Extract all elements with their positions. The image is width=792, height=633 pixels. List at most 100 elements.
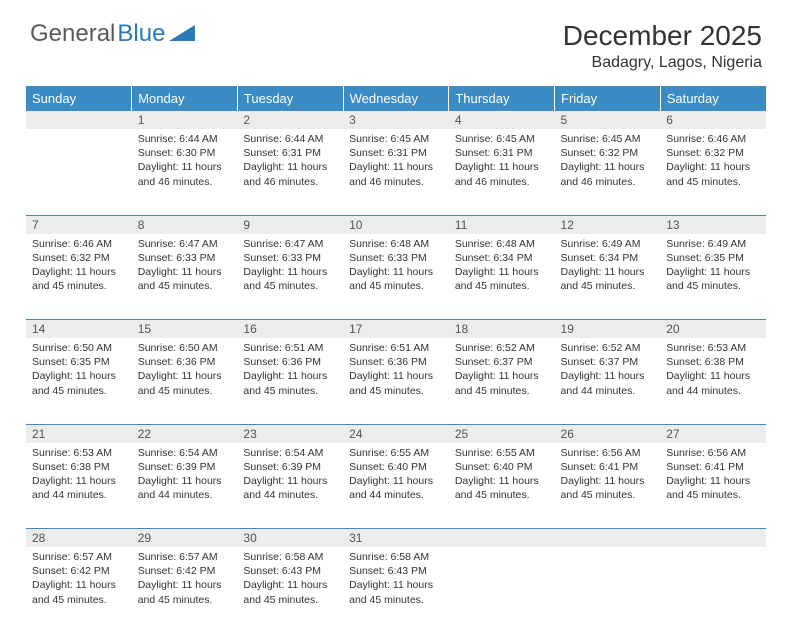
day-cell: Sunrise: 6:47 AMSunset: 6:33 PMDaylight:… <box>132 234 238 320</box>
day-details: Sunrise: 6:51 AMSunset: 6:36 PMDaylight:… <box>237 338 343 402</box>
day-number: 7 <box>26 215 132 234</box>
logo: General Blue <box>30 20 195 48</box>
day-cell: Sunrise: 6:52 AMSunset: 6:37 PMDaylight:… <box>555 338 661 424</box>
day-header: Sunday <box>26 86 132 111</box>
day-details: Sunrise: 6:50 AMSunset: 6:35 PMDaylight:… <box>26 338 132 402</box>
day-number: 22 <box>132 424 238 443</box>
day-header: Friday <box>555 86 661 111</box>
logo-text-blue: Blue <box>117 20 165 48</box>
day-number: 11 <box>449 215 555 234</box>
day-number <box>449 529 555 548</box>
day-header-row: Sunday Monday Tuesday Wednesday Thursday… <box>26 86 766 111</box>
triangle-icon <box>169 23 195 46</box>
day-details: Sunrise: 6:44 AMSunset: 6:31 PMDaylight:… <box>237 129 343 193</box>
day-cell: Sunrise: 6:51 AMSunset: 6:36 PMDaylight:… <box>343 338 449 424</box>
title-block: December 2025 Badagry, Lagos, Nigeria <box>563 20 762 72</box>
day-cell: Sunrise: 6:45 AMSunset: 6:31 PMDaylight:… <box>449 129 555 215</box>
week-row: Sunrise: 6:57 AMSunset: 6:42 PMDaylight:… <box>26 547 766 633</box>
day-details: Sunrise: 6:46 AMSunset: 6:32 PMDaylight:… <box>660 129 766 193</box>
page-title: December 2025 <box>563 20 762 52</box>
day-number: 14 <box>26 320 132 339</box>
day-details: Sunrise: 6:55 AMSunset: 6:40 PMDaylight:… <box>343 443 449 507</box>
day-cell: Sunrise: 6:56 AMSunset: 6:41 PMDaylight:… <box>555 443 661 529</box>
day-details: Sunrise: 6:48 AMSunset: 6:34 PMDaylight:… <box>449 234 555 298</box>
day-number-row: 78910111213 <box>26 215 766 234</box>
day-cell: Sunrise: 6:56 AMSunset: 6:41 PMDaylight:… <box>660 443 766 529</box>
day-cell: Sunrise: 6:49 AMSunset: 6:34 PMDaylight:… <box>555 234 661 320</box>
day-details: Sunrise: 6:53 AMSunset: 6:38 PMDaylight:… <box>26 443 132 507</box>
day-details: Sunrise: 6:55 AMSunset: 6:40 PMDaylight:… <box>449 443 555 507</box>
day-number: 5 <box>555 111 661 129</box>
day-number: 28 <box>26 529 132 548</box>
day-cell: Sunrise: 6:44 AMSunset: 6:30 PMDaylight:… <box>132 129 238 215</box>
day-number-row: 14151617181920 <box>26 320 766 339</box>
day-number: 25 <box>449 424 555 443</box>
day-details: Sunrise: 6:45 AMSunset: 6:32 PMDaylight:… <box>555 129 661 193</box>
calendar-table: Sunday Monday Tuesday Wednesday Thursday… <box>26 86 766 633</box>
day-number: 8 <box>132 215 238 234</box>
day-number-row: 21222324252627 <box>26 424 766 443</box>
day-cell: Sunrise: 6:50 AMSunset: 6:35 PMDaylight:… <box>26 338 132 424</box>
day-cell: Sunrise: 6:49 AMSunset: 6:35 PMDaylight:… <box>660 234 766 320</box>
day-cell: Sunrise: 6:45 AMSunset: 6:31 PMDaylight:… <box>343 129 449 215</box>
day-number: 26 <box>555 424 661 443</box>
day-details: Sunrise: 6:56 AMSunset: 6:41 PMDaylight:… <box>555 443 661 507</box>
day-details: Sunrise: 6:54 AMSunset: 6:39 PMDaylight:… <box>132 443 238 507</box>
week-row: Sunrise: 6:53 AMSunset: 6:38 PMDaylight:… <box>26 443 766 529</box>
day-details: Sunrise: 6:47 AMSunset: 6:33 PMDaylight:… <box>237 234 343 298</box>
day-header: Wednesday <box>343 86 449 111</box>
day-number: 20 <box>660 320 766 339</box>
day-cell: Sunrise: 6:58 AMSunset: 6:43 PMDaylight:… <box>343 547 449 633</box>
day-number: 2 <box>237 111 343 129</box>
day-cell: Sunrise: 6:46 AMSunset: 6:32 PMDaylight:… <box>26 234 132 320</box>
day-cell <box>26 129 132 215</box>
day-details: Sunrise: 6:45 AMSunset: 6:31 PMDaylight:… <box>343 129 449 193</box>
day-details: Sunrise: 6:50 AMSunset: 6:36 PMDaylight:… <box>132 338 238 402</box>
day-number: 12 <box>555 215 661 234</box>
day-cell: Sunrise: 6:57 AMSunset: 6:42 PMDaylight:… <box>132 547 238 633</box>
day-details: Sunrise: 6:58 AMSunset: 6:43 PMDaylight:… <box>237 547 343 611</box>
day-cell: Sunrise: 6:55 AMSunset: 6:40 PMDaylight:… <box>343 443 449 529</box>
location: Badagry, Lagos, Nigeria <box>563 54 762 72</box>
day-number <box>660 529 766 548</box>
day-header: Tuesday <box>237 86 343 111</box>
day-number: 15 <box>132 320 238 339</box>
day-number: 6 <box>660 111 766 129</box>
calendar-body: 123456Sunrise: 6:44 AMSunset: 6:30 PMDay… <box>26 111 766 633</box>
day-details: Sunrise: 6:52 AMSunset: 6:37 PMDaylight:… <box>449 338 555 402</box>
day-number: 31 <box>343 529 449 548</box>
day-cell: Sunrise: 6:58 AMSunset: 6:43 PMDaylight:… <box>237 547 343 633</box>
day-cell: Sunrise: 6:53 AMSunset: 6:38 PMDaylight:… <box>660 338 766 424</box>
day-header: Saturday <box>660 86 766 111</box>
day-details: Sunrise: 6:51 AMSunset: 6:36 PMDaylight:… <box>343 338 449 402</box>
day-details: Sunrise: 6:46 AMSunset: 6:32 PMDaylight:… <box>26 234 132 298</box>
day-details: Sunrise: 6:44 AMSunset: 6:30 PMDaylight:… <box>132 129 238 193</box>
day-number: 13 <box>660 215 766 234</box>
day-number: 24 <box>343 424 449 443</box>
day-cell: Sunrise: 6:52 AMSunset: 6:37 PMDaylight:… <box>449 338 555 424</box>
day-header: Thursday <box>449 86 555 111</box>
day-number: 16 <box>237 320 343 339</box>
day-number: 1 <box>132 111 238 129</box>
day-number: 19 <box>555 320 661 339</box>
logo-text-general: General <box>30 20 115 48</box>
day-details: Sunrise: 6:56 AMSunset: 6:41 PMDaylight:… <box>660 443 766 507</box>
header: General Blue December 2025 Badagry, Lago… <box>0 0 792 80</box>
day-number: 9 <box>237 215 343 234</box>
day-number: 3 <box>343 111 449 129</box>
day-cell: Sunrise: 6:51 AMSunset: 6:36 PMDaylight:… <box>237 338 343 424</box>
day-details: Sunrise: 6:48 AMSunset: 6:33 PMDaylight:… <box>343 234 449 298</box>
day-number-row: 28293031 <box>26 529 766 548</box>
day-cell: Sunrise: 6:55 AMSunset: 6:40 PMDaylight:… <box>449 443 555 529</box>
day-details: Sunrise: 6:49 AMSunset: 6:35 PMDaylight:… <box>660 234 766 298</box>
week-row: Sunrise: 6:50 AMSunset: 6:35 PMDaylight:… <box>26 338 766 424</box>
day-cell <box>660 547 766 633</box>
day-number: 10 <box>343 215 449 234</box>
day-cell: Sunrise: 6:50 AMSunset: 6:36 PMDaylight:… <box>132 338 238 424</box>
day-cell: Sunrise: 6:44 AMSunset: 6:31 PMDaylight:… <box>237 129 343 215</box>
day-cell <box>555 547 661 633</box>
day-details: Sunrise: 6:57 AMSunset: 6:42 PMDaylight:… <box>132 547 238 611</box>
week-row: Sunrise: 6:44 AMSunset: 6:30 PMDaylight:… <box>26 129 766 215</box>
day-number: 29 <box>132 529 238 548</box>
day-number: 18 <box>449 320 555 339</box>
